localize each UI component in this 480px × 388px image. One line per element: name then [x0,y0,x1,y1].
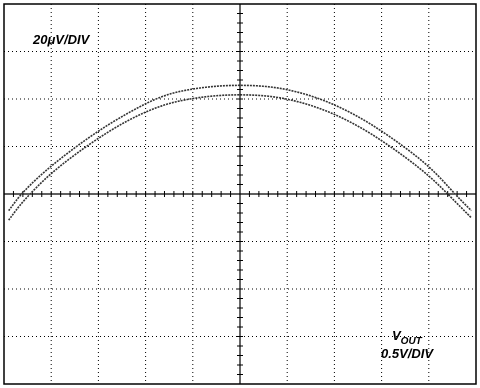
trace-2 [8,94,473,221]
trace-1 [8,84,472,212]
traces [8,84,473,221]
horizontal-scale-label: 0.5V/DIV [381,346,434,361]
vertical-scale-label: 20μV/DIV [32,32,91,47]
vout-label-main: V [392,328,402,343]
vout-label: VOUT [392,328,423,347]
grid [3,3,477,385]
vout-label-sub: OUT [401,336,423,347]
